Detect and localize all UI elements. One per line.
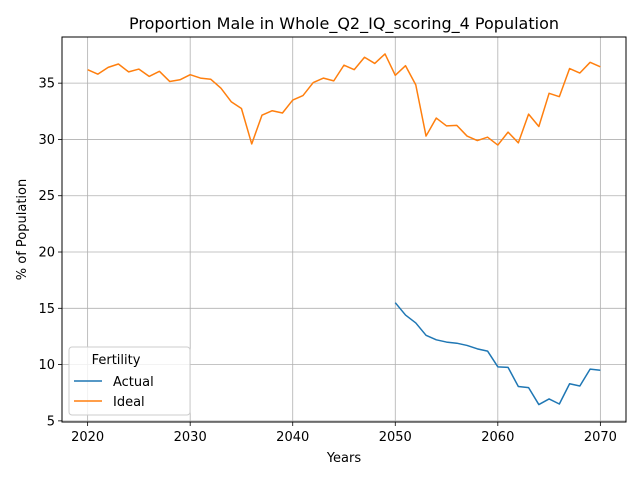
legend-label-ideal: Ideal — [113, 395, 145, 410]
x-tick-label: 2050 — [379, 430, 412, 445]
legend: Fertility Actual Ideal — [68, 346, 191, 416]
y-tick-label: 15 — [38, 302, 55, 317]
y-tick-label: 20 — [38, 246, 55, 261]
plot-frame — [61, 36, 627, 423]
y-axis-title: % of Population — [15, 179, 30, 280]
series-line-actual — [394, 302, 601, 406]
x-axis-title: Years — [326, 451, 362, 466]
legend-label-actual: Actual — [113, 375, 154, 390]
y-tick-label: 30 — [38, 133, 55, 148]
x-tick-label: 2030 — [174, 430, 207, 445]
y-tick-label: 35 — [38, 77, 55, 92]
x-tick-label: 2040 — [276, 430, 309, 445]
y-tick-label: 10 — [38, 358, 55, 373]
chart-title: Proportion Male in Whole_Q2_IQ_scoring_4… — [129, 14, 559, 34]
series-lines — [87, 53, 601, 406]
x-tick-label: 2060 — [481, 430, 514, 445]
y-tick-label: 5 — [47, 414, 55, 429]
x-axis-ticks: 2020 2030 2040 2050 2060 2070 — [71, 422, 617, 445]
legend-title: Fertility — [92, 353, 141, 368]
y-tick-label: 25 — [38, 189, 55, 204]
x-tick-label: 2020 — [71, 430, 104, 445]
x-tick-label: 2070 — [584, 430, 617, 445]
series-line-ideal — [87, 53, 601, 146]
y-axis-ticks: 5 10 15 20 25 30 35 — [38, 77, 62, 429]
legend-box — [68, 346, 191, 416]
